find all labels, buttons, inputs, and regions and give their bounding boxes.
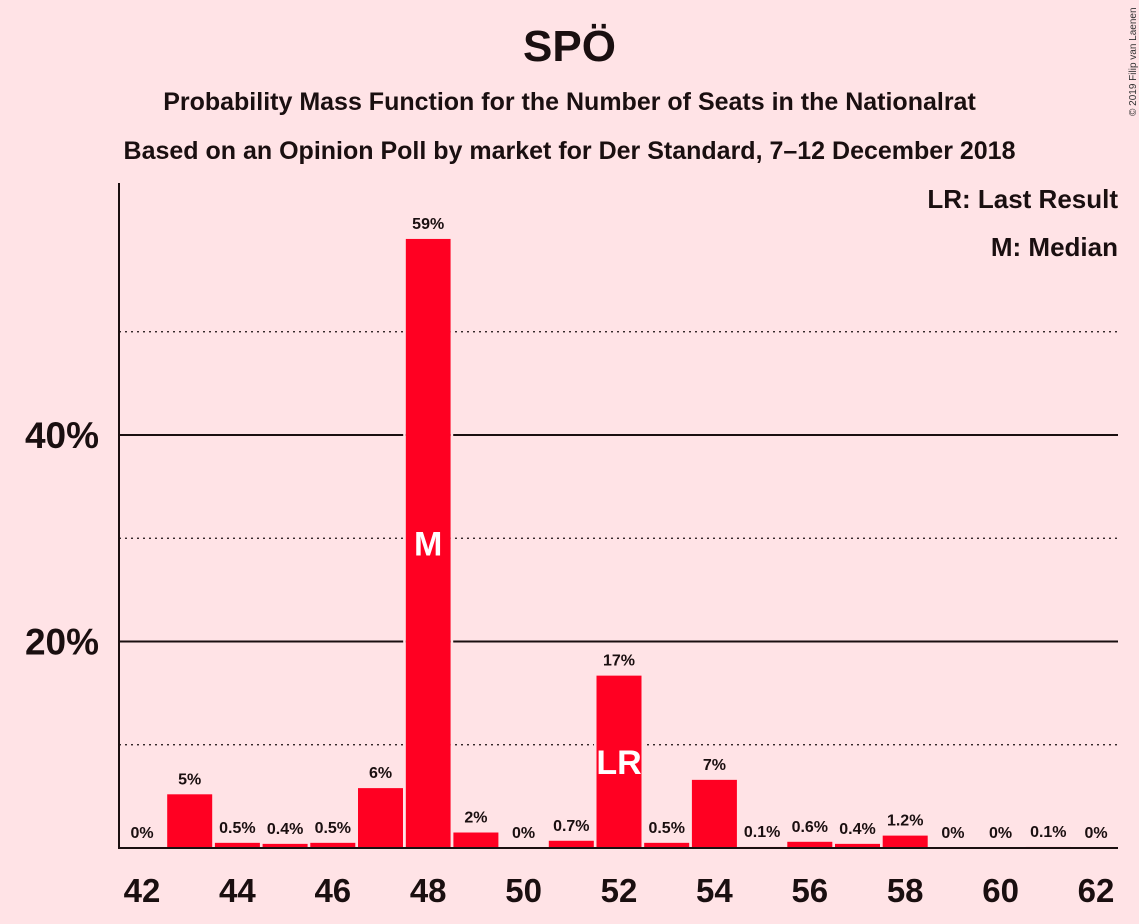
last-result-marker: LR: [596, 744, 641, 782]
x-tick-label-52: 52: [601, 872, 638, 909]
bar-seat-47: [358, 788, 403, 848]
bar-value-label-55: 0.1%: [744, 824, 780, 841]
legend-median: M: Median: [990, 232, 1118, 262]
bar-gap-left-52: [594, 673, 597, 848]
bar-seat-51: [548, 840, 594, 848]
bar-value-label-60: 0%: [989, 825, 1012, 842]
x-tick-label-58: 58: [887, 872, 924, 909]
bar-value-label-46: 0.5%: [315, 820, 351, 837]
bar-value-label-61: 0.1%: [1030, 824, 1066, 841]
bar-gap-right-52: [641, 673, 644, 848]
bar-seat-58: [882, 835, 928, 848]
bar-seat-44: [214, 842, 260, 848]
chart-title: SPÖ: [523, 22, 616, 71]
bar-gap-left-48: [403, 236, 406, 848]
bar-gap-top-48: [403, 236, 454, 239]
bar-value-label-56: 0.6%: [792, 819, 828, 836]
chart-subtitle-1: Probability Mass Function for the Number…: [163, 88, 976, 116]
bar-value-label-48: 59%: [412, 216, 444, 233]
bar-seat-54: [691, 779, 737, 848]
bar-value-label-62: 0%: [1084, 825, 1107, 842]
bar-gap-right-48: [450, 236, 454, 848]
bar-value-label-54: 7%: [703, 757, 726, 774]
bar-seat-43: [167, 794, 213, 848]
labels: 0% 5% 0.5% 0.4% 0.5% 6% 59% 2% 0% 0.7% 17% 0.5% 7% 0.…: [130, 216, 1107, 842]
chart-subtitle-2: Based on an Opinion Poll by market for D…: [123, 137, 1016, 165]
bar-value-label-47: 6%: [369, 765, 392, 782]
x-tick-label-48: 48: [410, 872, 447, 909]
bar-value-label-53: 0.5%: [648, 820, 684, 837]
legend-last-result: LR: Last Result: [927, 184, 1118, 214]
bar-seat-49: [453, 832, 499, 848]
bar-value-label-51: 0.7%: [553, 818, 589, 835]
bar-seat-57: [835, 843, 880, 848]
bar-seat-53: [644, 842, 690, 848]
bar-value-label-52: 17%: [603, 653, 635, 670]
x-tick-label-42: 42: [124, 872, 161, 909]
x-tick-label-46: 46: [314, 872, 351, 909]
bar-seat-45: [262, 843, 308, 848]
x-tick-label-60: 60: [982, 872, 1019, 909]
bar-seat-52: [596, 675, 642, 848]
bar-value-label-44: 0.5%: [219, 820, 255, 837]
median-marker: M: [414, 525, 442, 563]
bar-seat-56: [787, 841, 833, 848]
x-tick-label-54: 54: [696, 872, 733, 909]
x-tick-label-56: 56: [791, 872, 828, 909]
bars: [167, 236, 1071, 848]
bar-seat-46: [310, 842, 356, 848]
bar-value-label-59: 0%: [941, 825, 964, 842]
bar-value-label-57: 0.4%: [839, 821, 875, 838]
y-tick-label-20: 20%: [25, 622, 99, 663]
bar-value-label-58: 1.2%: [887, 813, 923, 830]
bar-gap-top-52: [594, 673, 644, 676]
bar-value-label-45: 0.4%: [267, 821, 303, 838]
y-tick-label-40: 40%: [25, 415, 99, 456]
x-tick-label-44: 44: [219, 872, 256, 909]
bar-value-label-42: 0%: [130, 825, 153, 842]
bar-value-label-49: 2%: [464, 810, 487, 827]
bar-seat-48: [405, 238, 451, 848]
bar-value-label-50: 0%: [512, 825, 535, 842]
x-tick-label-50: 50: [505, 872, 542, 909]
bar-value-label-43: 5%: [178, 771, 201, 788]
axes: 20% 40% 42 44 46 48 50 52 54 56 58 60 62: [25, 183, 1118, 909]
x-tick-label-62: 62: [1078, 872, 1115, 909]
